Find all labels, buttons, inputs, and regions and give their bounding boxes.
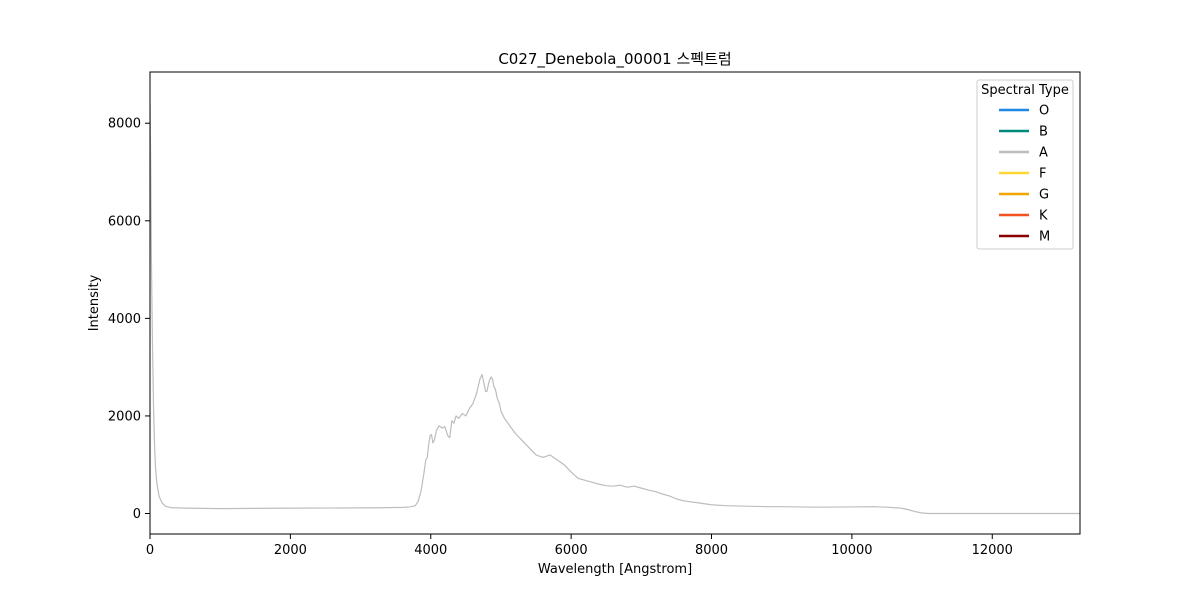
y-axis: 0 2000 4000 6000 8000 <box>108 117 150 522</box>
x-tick-label: 8000 <box>695 543 728 558</box>
y-tick-label: 4000 <box>108 312 141 327</box>
x-tick-label: 2000 <box>274 543 307 558</box>
y-tick-label: 6000 <box>108 214 141 229</box>
x-tick-label: 4000 <box>414 543 447 558</box>
legend-label-G: G <box>1039 188 1049 203</box>
legend-label-A: A <box>1039 146 1048 161</box>
x-axis-label: Wavelength [Angstrom] <box>538 562 692 577</box>
plot-frame <box>149 71 1081 535</box>
chart-title: C027_Denebola_00001 스펙트럼 <box>498 50 731 69</box>
legend-label-B: B <box>1039 125 1048 140</box>
legend-label-M: M <box>1039 230 1050 245</box>
legend-box <box>976 79 1074 250</box>
y-tick-label: 2000 <box>108 409 141 424</box>
x-tick-label: 12000 <box>972 543 1013 558</box>
y-tick-label: 0 <box>133 507 141 522</box>
x-tick-label: 0 <box>146 543 154 558</box>
x-tick-label: 10000 <box>831 543 872 558</box>
legend-label-K: K <box>1039 209 1048 224</box>
y-axis-label: Intensity <box>87 274 102 331</box>
x-tick-label: 6000 <box>555 543 588 558</box>
series-layer <box>150 103 1080 515</box>
x-axis: 0 2000 4000 6000 8000 10000 12000 <box>146 534 1013 558</box>
legend-title: Spectral Type <box>981 83 1069 98</box>
series-line-0 <box>150 103 1080 515</box>
legend-label-F: F <box>1039 167 1046 182</box>
y-tick-label: 8000 <box>108 117 141 132</box>
plot-area <box>149 71 1081 535</box>
legend-label-O: O <box>1039 104 1049 119</box>
